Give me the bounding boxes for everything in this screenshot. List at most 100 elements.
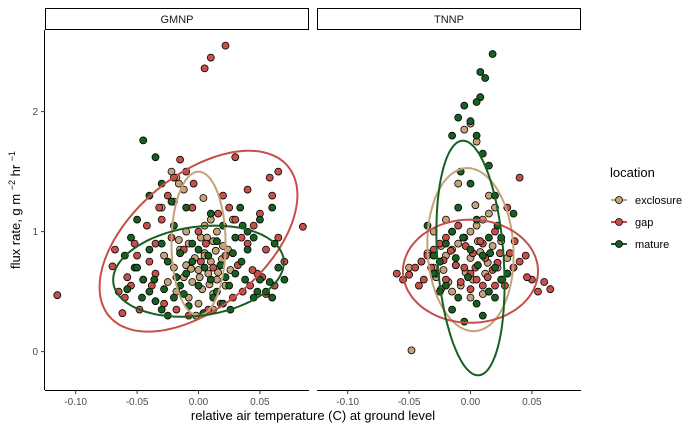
- point-mature: [169, 293, 178, 302]
- point-mature: [484, 233, 493, 242]
- point-exclosure: [174, 179, 183, 188]
- point-gap: [505, 249, 514, 258]
- point-exclosure: [407, 346, 416, 355]
- point-gap: [157, 215, 166, 224]
- legend-key-point-exclosure: [615, 196, 623, 204]
- legend-entry-mature: mature: [611, 239, 669, 251]
- point-exclosure: [160, 251, 169, 260]
- point-mature: [451, 254, 460, 262]
- point-mature: [486, 249, 495, 258]
- point-gap: [118, 309, 127, 318]
- point-mature: [138, 293, 146, 302]
- point-mature: [150, 275, 159, 284]
- x-tick-label: -0.10: [64, 397, 87, 408]
- point-mature: [460, 101, 469, 110]
- point-gap: [163, 191, 172, 200]
- point-mature: [441, 281, 450, 290]
- point-exclosure: [195, 273, 204, 282]
- point-mature: [481, 74, 490, 82]
- point-mature: [231, 233, 240, 242]
- point-gap: [200, 64, 209, 73]
- point-gap: [231, 153, 240, 162]
- point-gap: [231, 215, 240, 224]
- panels-layer: GMNP TNNP: [45, 8, 581, 377]
- strip-gmnp: [45, 8, 309, 30]
- x-axis-title: relative air temperature (C) at ground l…: [191, 408, 435, 423]
- point-mature: [188, 257, 197, 266]
- point-mature: [454, 113, 463, 122]
- point-gap: [534, 287, 542, 296]
- point-mature: [454, 203, 463, 212]
- point-mature: [123, 285, 132, 294]
- y-tick-label: 1: [32, 227, 38, 238]
- point-gap: [194, 227, 203, 236]
- legend-label-gap: gap: [635, 217, 653, 229]
- x-tick-label: -0.05: [398, 397, 421, 408]
- y-tick-label: 0: [32, 347, 38, 358]
- point-gap: [214, 209, 223, 218]
- point-exclosure: [211, 246, 220, 255]
- point-mature: [472, 98, 481, 106]
- point-mature: [163, 257, 172, 266]
- point-mature: [179, 290, 188, 298]
- point-gap: [111, 245, 119, 254]
- y-axis-title-sup1: −2: [7, 180, 17, 190]
- point-exclosure: [194, 299, 203, 308]
- point-mature: [448, 227, 457, 236]
- point-gap: [454, 221, 463, 230]
- point-mature: [145, 287, 154, 296]
- point-gap: [262, 245, 270, 254]
- point-mature: [253, 287, 262, 296]
- point-exclosure: [466, 227, 475, 236]
- point-gap: [225, 203, 234, 212]
- strip-tnnp: [317, 8, 581, 30]
- point-gap: [392, 269, 401, 278]
- point-gap: [201, 239, 210, 248]
- series-gap: [53, 41, 307, 320]
- point-gap: [155, 203, 164, 212]
- point-gap: [546, 285, 555, 294]
- point-gap: [456, 278, 465, 286]
- point-mature: [139, 136, 148, 145]
- point-mature: [241, 275, 250, 284]
- point-gap: [523, 273, 531, 282]
- point-mature: [268, 203, 277, 212]
- y-tick-label: 2: [32, 107, 38, 118]
- point-gap: [206, 53, 215, 62]
- point-mature: [464, 273, 472, 282]
- legend-label-mature: mature: [635, 239, 669, 251]
- point-gap: [145, 257, 154, 266]
- point-mature: [139, 275, 148, 284]
- point-gap: [515, 173, 524, 182]
- point-mature: [206, 275, 215, 284]
- point-exclosure: [466, 293, 475, 302]
- legend-title: location: [610, 165, 655, 180]
- point-exclosure: [214, 268, 223, 277]
- legend-key-point-mature: [615, 240, 623, 248]
- point-mature: [133, 263, 142, 272]
- point-gap: [476, 237, 485, 246]
- point-mature: [194, 245, 203, 254]
- x-tick-label: 0.00: [189, 397, 209, 408]
- point-mature: [459, 233, 468, 242]
- point-mature: [491, 293, 499, 302]
- point-gap: [515, 257, 524, 266]
- point-mature: [225, 281, 234, 290]
- y-axis-title: flux rate, g m −2 hr −1: [7, 151, 23, 269]
- point-gap: [417, 257, 426, 266]
- point-exclosure: [439, 266, 448, 274]
- point-mature: [145, 245, 154, 254]
- point-exclosure: [454, 179, 463, 188]
- point-mature: [478, 251, 487, 260]
- point-exclosure: [199, 194, 208, 202]
- x-tick-label: -0.05: [126, 397, 149, 408]
- point-mature: [484, 287, 493, 296]
- point-mature: [182, 203, 191, 212]
- strip-label-gmnp: GMNP: [161, 14, 194, 26]
- point-gap: [274, 167, 283, 176]
- point-gap: [176, 155, 185, 164]
- point-gap: [133, 251, 142, 260]
- point-mature: [472, 131, 481, 140]
- point-exclosure: [212, 227, 221, 236]
- point-gap: [540, 278, 549, 286]
